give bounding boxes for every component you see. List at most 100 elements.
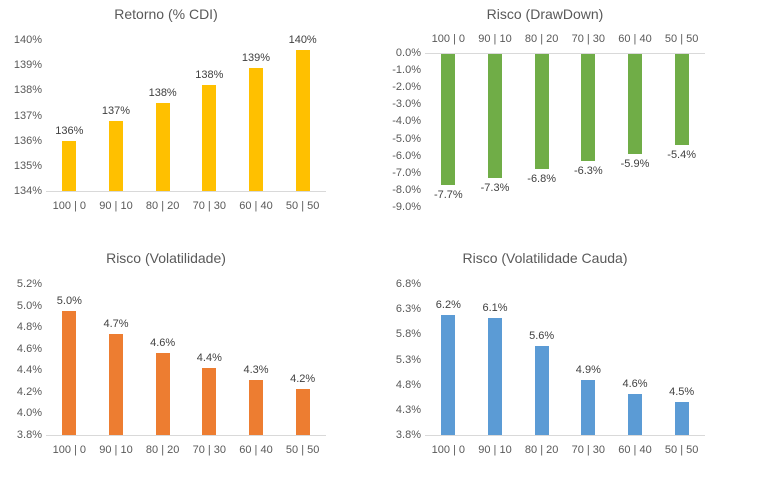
category-axis-line [46,435,326,436]
y-axis-tick-label: -2.0% [392,81,421,94]
bar-data-label: 5.6% [529,329,555,342]
y-axis-tick-label: -9.0% [392,201,421,213]
category-label: 50 | 50 [664,444,699,456]
category-label: 80 | 20 [524,444,559,456]
bar-data-label: 4.7% [103,317,129,330]
bar [295,388,310,435]
category-label: 80 | 20 [145,200,180,212]
category-label: 70 | 30 [192,444,227,456]
bar [581,380,596,435]
category-axis-line [46,191,326,192]
y-axis-tick-label: 139% [13,59,42,72]
bar [249,67,263,191]
y-axis-tick-label: 137% [13,109,42,122]
category-axis-line [425,435,705,436]
bar-data-label: 6.1% [482,301,508,314]
bar-data-label: 4.9% [575,364,601,377]
bar [109,120,123,191]
bar-data-label: 4.2% [290,372,316,385]
bar [155,102,170,191]
bar-data-label: 4.3% [243,363,269,376]
chart-risco-drawdown: Risco (DrawDown) 0.0% -1.0% -2.0% -3.0% -4.0… [379,0,759,244]
bar [295,50,310,191]
y-axis-tick-label: 6.3% [395,303,421,316]
bar [628,394,642,435]
chart-risco-volatilidade: Risco (Volatilidade) 5.2% 5.0% 4.8% 4.6% 4.4… [0,244,380,488]
y-axis-tick-label: -7.0% [392,166,421,179]
bar-data-label: -7.3% [480,181,510,194]
category-axis-line [425,53,705,54]
y-axis-tick-label: 4.8% [16,321,42,334]
bar-data-label: 140% [288,34,317,47]
bar-data-label: 4.6% [150,337,176,350]
bar-data-label: -7.7% [433,188,463,201]
bar [534,54,549,170]
bar-data-label: 4.4% [196,352,222,365]
category-label: 80 | 20 [145,444,180,456]
y-axis-tick-label: 4.4% [16,364,42,377]
bar [441,54,456,185]
y-axis-tick-label: 135% [13,159,42,172]
bar [674,401,689,435]
bar [488,317,502,435]
y-axis-tick-label: -3.0% [392,98,421,111]
y-axis-tick-label: 4.6% [16,342,42,355]
bar-data-label: 136% [55,124,84,137]
y-axis-tick-label: 4.0% [16,407,42,420]
chart-title: Risco (Volatilidade) [106,250,226,266]
y-axis-tick-label: -1.0% [392,64,421,77]
chart-risco-volatilidade-cauda: Risco (Volatilidade Cauda) 6.8% 6.3% 5.8% 5… [379,244,759,488]
bar-data-label: 6.2% [435,298,461,311]
y-axis-tick-label: 4.2% [16,385,42,398]
bar [109,333,123,435]
bar [488,54,502,178]
y-axis-tick-label: 140% [13,34,42,46]
y-axis-tick-label: 5.0% [16,299,42,312]
category-label: 70 | 30 [571,33,606,45]
y-axis-tick-label: 4.3% [395,403,421,416]
bar [249,379,263,435]
category-label: 50 | 50 [285,444,320,456]
bar-data-label: -6.3% [573,164,603,177]
y-axis-tick-label: 134% [13,185,42,197]
bar-data-label: -5.9% [620,157,650,170]
category-label: 100 | 0 [52,200,87,212]
category-label: 90 | 10 [99,200,133,212]
category-label: 100 | 0 [431,33,466,45]
y-axis-tick-label: 5.8% [395,328,421,341]
bar-data-label: 139% [241,51,271,64]
bar-data-label: 138% [148,86,177,99]
bar [581,54,596,161]
chart-title: Risco (Volatilidade Cauda) [462,250,628,266]
bar-data-label: -5.4% [667,149,697,162]
category-label: 100 | 0 [431,444,466,456]
chart-retorno-pct-cdi: Retorno (% CDI) 140% 139% 138% 137% 136% 135%… [0,0,380,244]
y-axis-tick-label: 138% [13,84,42,97]
category-label: 90 | 10 [478,33,512,45]
category-label: 100 | 0 [52,444,87,456]
bar [628,54,642,154]
y-axis-tick-label: 136% [13,134,42,147]
category-label: 70 | 30 [571,444,606,456]
y-axis-tick-label: 0.0% [395,47,421,59]
bar [62,140,77,191]
y-axis-tick-label: 3.8% [395,429,421,441]
y-axis-tick-label: 3.8% [16,429,42,441]
y-axis-tick-label: -6.0% [392,149,421,162]
bar [674,54,689,146]
category-label: 50 | 50 [285,200,320,212]
bar-data-label: 137% [101,104,131,117]
category-label: 90 | 10 [99,444,133,456]
y-axis-tick-label: -4.0% [392,115,421,128]
bar-data-label: 138% [195,69,224,82]
y-axis-tick-label: -8.0% [392,183,421,196]
category-label: 60 | 40 [618,444,652,456]
bar [62,310,77,435]
category-label: 80 | 20 [524,33,559,45]
y-axis-tick-label: 5.3% [395,353,421,366]
category-label: 50 | 50 [664,33,699,45]
bar [534,345,549,435]
bar [202,368,217,435]
chart-title: Retorno (% CDI) [114,6,218,22]
